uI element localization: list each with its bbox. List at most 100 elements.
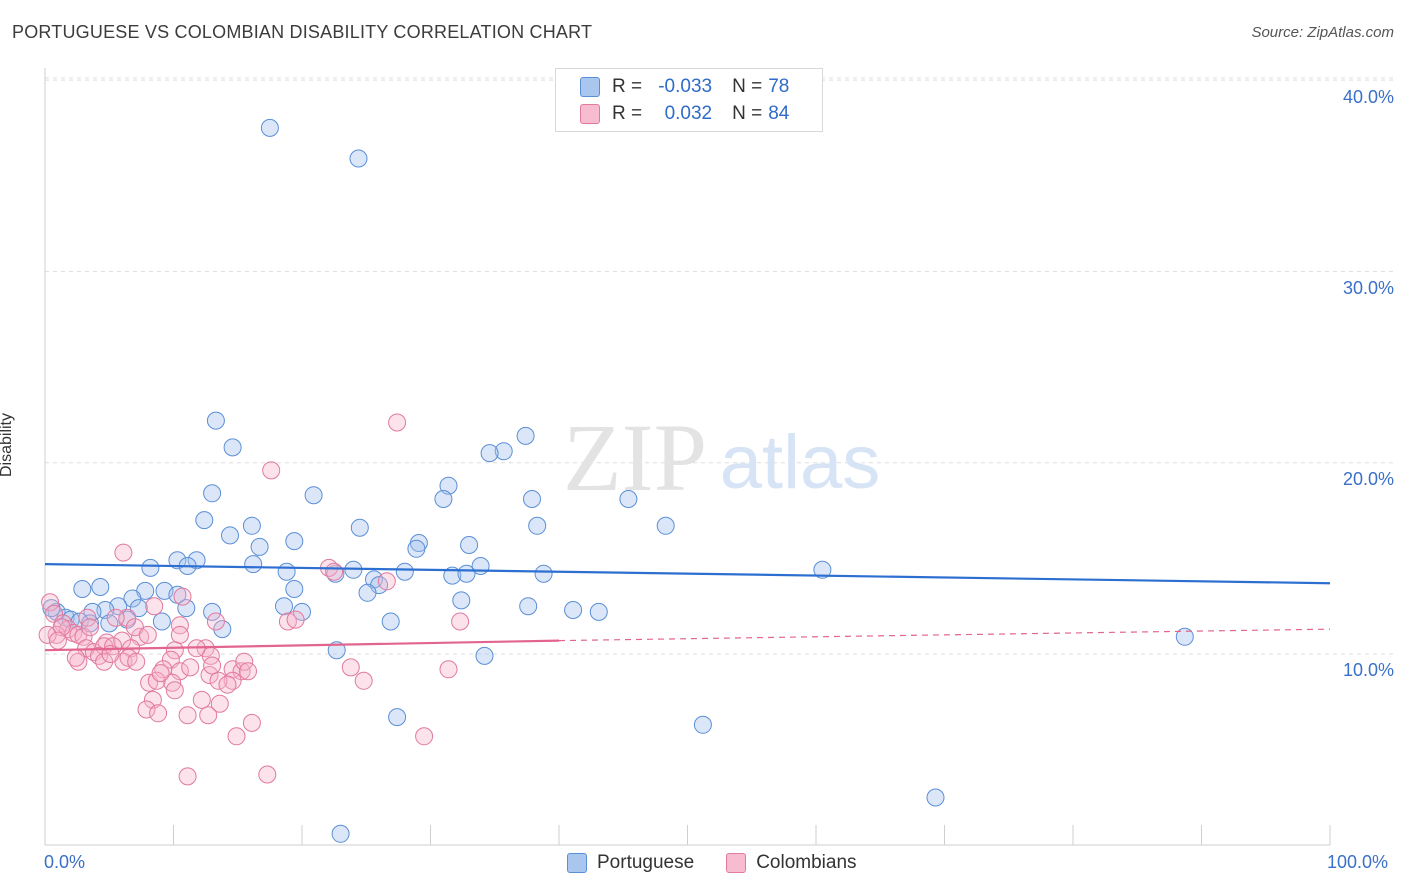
portuguese-point [250, 537, 269, 556]
colombians-point [48, 631, 67, 650]
portuguese-point [381, 612, 400, 631]
portuguese-point [534, 564, 553, 583]
colombians-point [45, 604, 63, 623]
axes [44, 68, 1331, 846]
y-tick-20: 20.0% [1342, 469, 1394, 489]
colombians-point [235, 652, 254, 671]
portuguese-point [221, 526, 239, 545]
portuguese-point [285, 532, 304, 551]
data-points [38, 118, 1194, 843]
legend-n-value-colombians: 84 [768, 103, 790, 124]
portuguese-point [277, 562, 296, 581]
colombians-point [262, 461, 281, 480]
portuguese-point [168, 551, 187, 570]
portuguese-point [73, 580, 92, 598]
colombians-point [137, 700, 156, 719]
trend-line-colombians-extension [558, 628, 1331, 642]
portuguese-point [460, 536, 479, 554]
chart-title: PORTUGUESE VS COLOMBIAN DISABILITY CORRE… [12, 22, 593, 42]
portuguese-point [123, 589, 142, 608]
portuguese-point [177, 599, 196, 618]
colombians-point [439, 660, 458, 679]
colombians-point [210, 694, 229, 713]
colombians-point [90, 646, 108, 665]
legend-r-label: R = [612, 76, 643, 97]
portuguese-point [457, 564, 476, 583]
portuguese-point [589, 602, 608, 621]
series-swatch-colombians [726, 853, 747, 873]
colombians-point [95, 652, 114, 671]
series-legend-colombians[interactable]: Colombians [726, 852, 857, 874]
colombians-point [138, 625, 157, 644]
colombians-point [74, 627, 93, 646]
portuguese-point [91, 578, 110, 596]
colombians-point [203, 656, 222, 675]
portuguese-point [388, 708, 407, 727]
portuguese-point [439, 476, 458, 495]
colombians-point [127, 652, 146, 671]
legend-swatch-colombians [580, 104, 600, 124]
series-colombians [38, 413, 470, 786]
colombians-point [140, 673, 159, 692]
colombians-point [209, 671, 228, 690]
colombians-point [377, 572, 396, 591]
y-tick-10: 10.0% [1342, 660, 1394, 680]
portuguese-point [285, 580, 304, 598]
legend-n-label: N = [732, 103, 763, 124]
x-tick-min: 0.0% [44, 852, 86, 872]
legend-n-label: N = [732, 76, 763, 97]
legend-n-value-portuguese: 78 [768, 76, 790, 97]
colombians-point [227, 727, 246, 746]
colombians-point [206, 612, 225, 631]
y-tick-30: 30.0% [1342, 278, 1394, 298]
y-tick-40: 40.0% [1342, 87, 1394, 107]
legend-r-value-portuguese: -0.033 [658, 76, 713, 97]
colombians-point [149, 704, 168, 723]
portuguese-point [519, 597, 538, 616]
legend-r-label: R = [612, 103, 643, 124]
portuguese-point [813, 560, 832, 579]
series-label-colombians: Colombians [756, 852, 857, 873]
portuguese-point [619, 490, 638, 508]
colombians-point [178, 767, 197, 786]
portuguese-point [349, 149, 368, 168]
colombians-point [239, 662, 257, 681]
colombians-point [66, 648, 85, 667]
portuguese-point [443, 566, 462, 585]
legend-row-colombians: R = 0.032 N = 84 [580, 102, 789, 126]
portuguese-point [1175, 627, 1194, 646]
colombians-point [242, 713, 261, 732]
x-tick-max: 100.0% [1327, 852, 1389, 872]
portuguese-point [195, 511, 214, 530]
colombians-point [415, 727, 434, 746]
portuguese-point [141, 558, 160, 577]
portuguese-point [223, 438, 242, 457]
colombians-point [354, 671, 373, 690]
colombians-point [199, 706, 218, 725]
portuguese-point [244, 555, 263, 574]
watermark-atlas: atlas [720, 420, 881, 505]
portuguese-point [395, 562, 414, 581]
portuguese-point [83, 602, 102, 621]
colombians-point [178, 706, 197, 725]
portuguese-point [350, 518, 369, 537]
portuguese-point [564, 601, 583, 619]
portuguese-point [304, 486, 323, 505]
portuguese-point [494, 442, 513, 461]
series-label-portuguese: Portuguese [597, 852, 695, 873]
colombians-point [325, 562, 344, 581]
colombians-point [181, 658, 200, 677]
colombians-point [341, 658, 360, 677]
portuguese-point [407, 539, 426, 558]
portuguese-point [331, 824, 350, 843]
series-legend-portuguese[interactable]: Portuguese [567, 852, 694, 874]
colombians-point [145, 597, 164, 616]
trend-line-colombians [44, 639, 560, 652]
portuguese-point [203, 484, 222, 503]
series-legend: Portuguese Colombians [567, 852, 889, 874]
portuguese-point [926, 788, 945, 807]
colombians-point [143, 690, 162, 709]
trend-line-portuguese [44, 562, 1331, 585]
trend-lines [44, 562, 1331, 652]
